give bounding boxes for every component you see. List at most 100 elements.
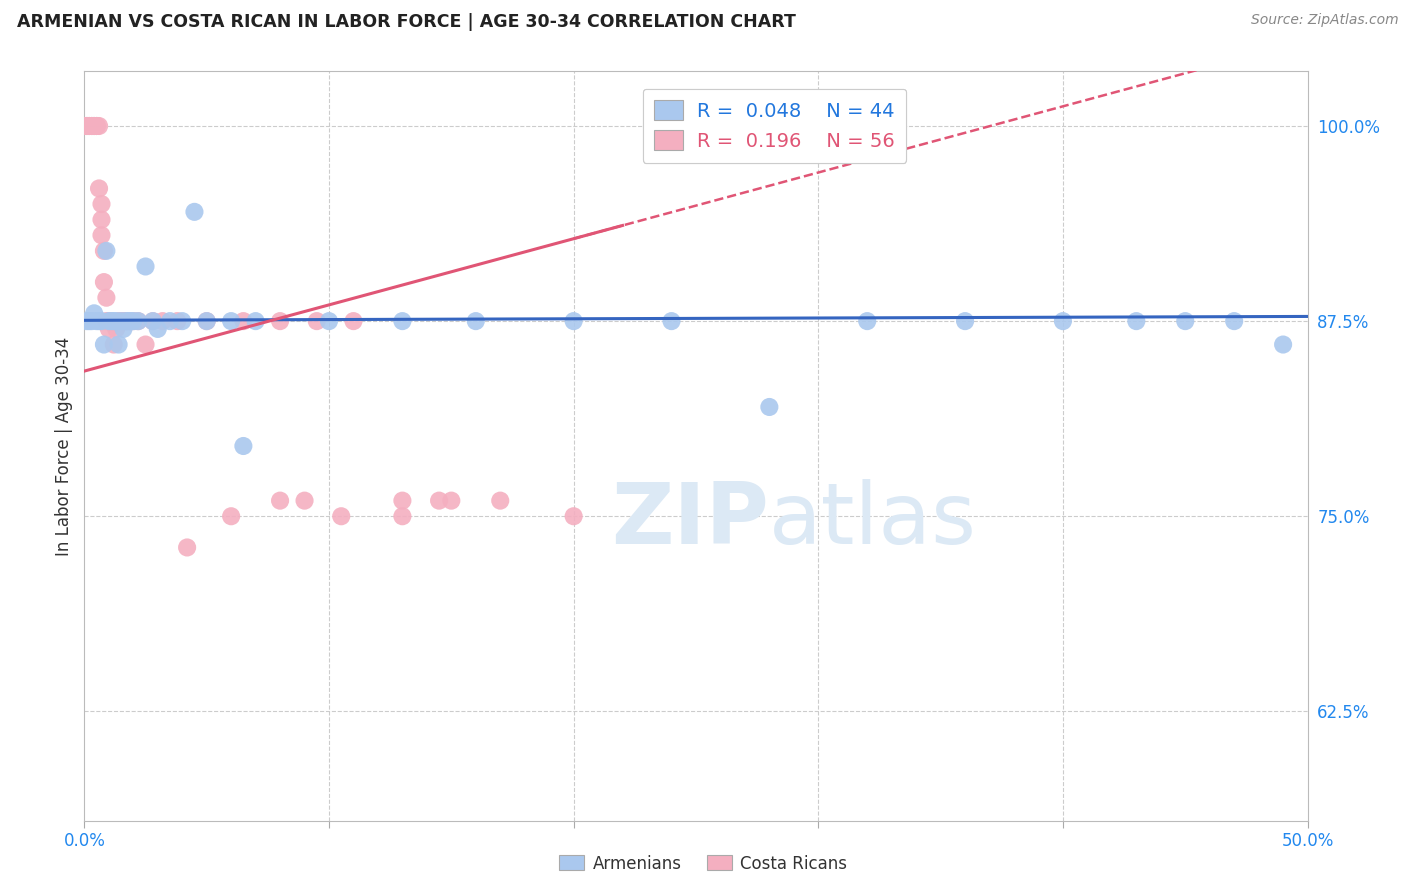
Point xyxy=(93,275,115,289)
Point xyxy=(127,314,149,328)
Point xyxy=(97,322,120,336)
Point xyxy=(953,314,976,328)
Text: Source: ZipAtlas.com: Source: ZipAtlas.com xyxy=(1251,13,1399,28)
Point xyxy=(105,314,128,328)
Point xyxy=(96,314,118,328)
Point xyxy=(77,119,100,133)
Point xyxy=(76,119,98,133)
Point xyxy=(86,119,108,133)
Point xyxy=(87,181,110,195)
Text: ARMENIAN VS COSTA RICAN IN LABOR FORCE | AGE 30-34 CORRELATION CHART: ARMENIAN VS COSTA RICAN IN LABOR FORCE |… xyxy=(17,13,796,31)
Point xyxy=(152,314,174,328)
Point xyxy=(120,314,142,328)
Point xyxy=(391,493,413,508)
Point xyxy=(112,322,135,336)
Point xyxy=(391,314,413,328)
Point xyxy=(146,322,169,336)
Legend: Armenians, Costa Ricans: Armenians, Costa Ricans xyxy=(553,848,853,880)
Point xyxy=(90,228,112,243)
Point xyxy=(103,337,125,351)
Point xyxy=(269,493,291,508)
Point xyxy=(107,337,129,351)
Point xyxy=(115,314,138,328)
Point xyxy=(77,119,100,133)
Point xyxy=(1052,314,1074,328)
Point xyxy=(110,314,132,328)
Point xyxy=(86,314,108,328)
Point xyxy=(103,314,125,328)
Point xyxy=(245,314,267,328)
Point xyxy=(80,119,103,133)
Point xyxy=(112,314,135,328)
Point xyxy=(76,314,98,328)
Point xyxy=(427,493,450,508)
Point xyxy=(1174,314,1197,328)
Point xyxy=(80,119,103,133)
Point xyxy=(76,119,98,133)
Point xyxy=(87,314,110,328)
Point xyxy=(195,314,218,328)
Point xyxy=(1223,314,1246,328)
Point xyxy=(758,400,780,414)
Point xyxy=(219,509,242,524)
Point xyxy=(1272,337,1295,351)
Point xyxy=(100,314,122,328)
Point xyxy=(661,314,683,328)
Point xyxy=(90,197,112,211)
Point xyxy=(219,314,242,328)
Point xyxy=(93,337,115,351)
Point xyxy=(115,314,138,328)
Point xyxy=(110,314,132,328)
Text: ZIP: ZIP xyxy=(612,479,769,563)
Point xyxy=(87,119,110,133)
Point xyxy=(269,314,291,328)
Point xyxy=(489,493,512,508)
Point xyxy=(464,314,486,328)
Point xyxy=(232,439,254,453)
Point xyxy=(86,119,108,133)
Point xyxy=(96,291,118,305)
Point xyxy=(330,509,353,524)
Point xyxy=(107,314,129,328)
Point xyxy=(80,119,103,133)
Point xyxy=(90,314,112,328)
Point xyxy=(232,314,254,328)
Point xyxy=(76,119,98,133)
Point xyxy=(391,509,413,524)
Point xyxy=(96,244,118,258)
Point xyxy=(562,314,585,328)
Legend: R =  0.048    N = 44, R =  0.196    N = 56: R = 0.048 N = 44, R = 0.196 N = 56 xyxy=(643,88,907,162)
Point xyxy=(97,314,120,328)
Point xyxy=(135,260,157,274)
Point xyxy=(117,314,139,328)
Point xyxy=(80,314,103,328)
Y-axis label: In Labor Force | Age 30-34: In Labor Force | Age 30-34 xyxy=(55,336,73,556)
Point xyxy=(183,204,205,219)
Point xyxy=(90,212,112,227)
Point xyxy=(122,314,145,328)
Point xyxy=(77,119,100,133)
Point xyxy=(83,306,105,320)
Point xyxy=(318,314,340,328)
Point xyxy=(176,541,198,555)
Point xyxy=(83,119,105,133)
Text: atlas: atlas xyxy=(769,479,977,563)
Point xyxy=(562,509,585,524)
Point xyxy=(294,493,316,508)
Point xyxy=(127,314,149,328)
Point xyxy=(305,314,328,328)
Point xyxy=(342,314,364,328)
Point xyxy=(166,314,188,328)
Point xyxy=(159,314,181,328)
Point xyxy=(135,337,157,351)
Point xyxy=(122,314,145,328)
Point xyxy=(440,493,463,508)
Point xyxy=(195,314,218,328)
Point xyxy=(1125,314,1147,328)
Point xyxy=(83,119,105,133)
Point xyxy=(117,314,139,328)
Point xyxy=(86,119,108,133)
Point xyxy=(172,314,194,328)
Point xyxy=(105,322,128,336)
Point xyxy=(142,314,165,328)
